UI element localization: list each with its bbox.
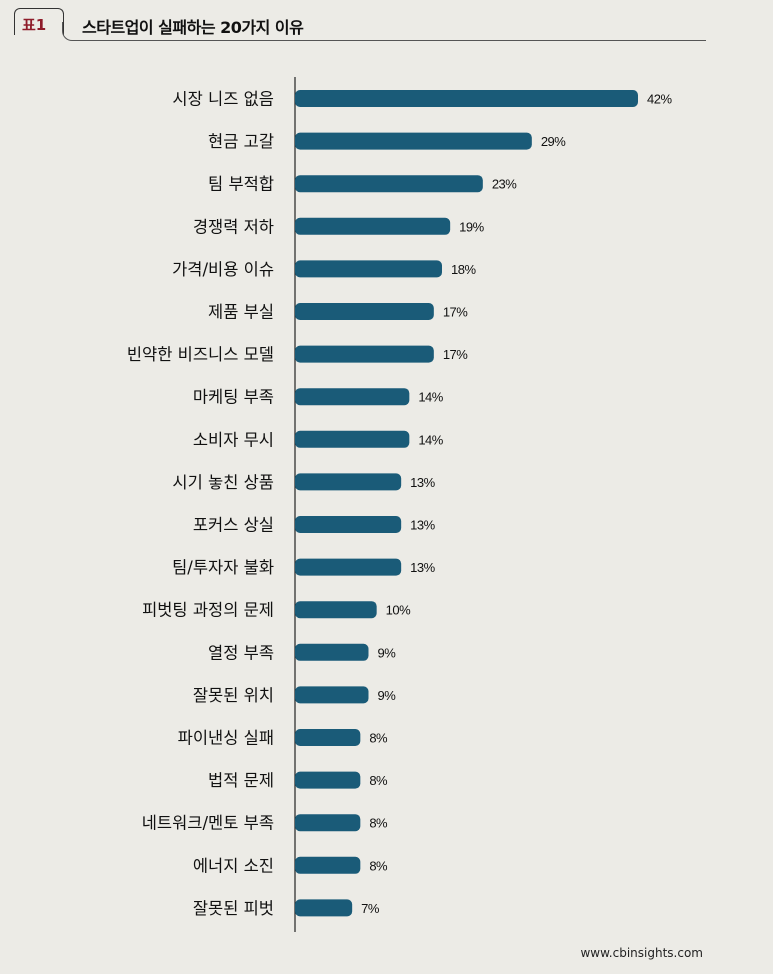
value-label: 7% bbox=[361, 901, 380, 916]
bar bbox=[295, 430, 410, 448]
category-label: 팀 부적합 bbox=[208, 175, 274, 194]
value-label: 23% bbox=[492, 177, 517, 192]
value-label: 13% bbox=[410, 475, 435, 490]
category-label: 잘못된 피벗 bbox=[193, 899, 274, 918]
value-label: 9% bbox=[378, 688, 397, 703]
bar bbox=[295, 132, 532, 150]
value-label: 42% bbox=[647, 92, 672, 107]
bar bbox=[295, 601, 377, 619]
value-label: 8% bbox=[369, 773, 388, 788]
bar bbox=[295, 643, 369, 661]
category-label: 제품 부실 bbox=[208, 303, 274, 322]
value-label: 14% bbox=[418, 390, 443, 405]
bar bbox=[295, 345, 434, 363]
category-label: 열정 부족 bbox=[208, 643, 274, 662]
bar bbox=[295, 90, 638, 107]
bar bbox=[295, 473, 402, 491]
bar bbox=[295, 175, 483, 193]
value-label: 13% bbox=[410, 560, 435, 575]
value-label: 14% bbox=[418, 432, 443, 447]
category-label: 파이낸싱 실패 bbox=[178, 729, 274, 748]
bar bbox=[295, 686, 369, 704]
tab-connector bbox=[62, 22, 75, 41]
category-label: 현금 고갈 bbox=[208, 132, 274, 151]
category-label: 에너지 소진 bbox=[193, 856, 274, 875]
bar bbox=[295, 856, 361, 874]
value-label: 17% bbox=[443, 347, 468, 362]
value-label: 8% bbox=[369, 858, 388, 873]
bar bbox=[295, 771, 361, 789]
chart-header: 표1 스타트업이 실패하는 20가지 이유 bbox=[0, 0, 773, 48]
bar bbox=[295, 303, 434, 320]
bar-chart: 시장 니즈 없음 42% 현금 고갈 29% 팀 부적합 23% 경쟁력 저하 19% 가격/비… bbox=[127, 77, 673, 932]
source-credit: www.cbinsights.com bbox=[580, 946, 703, 960]
figure-tag: 표1 bbox=[22, 16, 47, 34]
value-label: 10% bbox=[386, 603, 411, 618]
category-label: 소비자 무시 bbox=[193, 430, 274, 449]
category-label: 팀/투자자 불화 bbox=[172, 558, 274, 577]
bar bbox=[295, 729, 361, 746]
category-label: 피벗팅 과정의 문제 bbox=[142, 601, 274, 620]
category-label: 잘못된 위치 bbox=[193, 686, 274, 705]
bar bbox=[295, 558, 402, 576]
bar bbox=[295, 814, 361, 832]
category-label: 네트워크/멘토 부족 bbox=[142, 814, 274, 833]
category-label: 포커스 상실 bbox=[193, 516, 274, 535]
value-label: 8% bbox=[369, 731, 388, 746]
category-label: 경쟁력 저하 bbox=[193, 217, 274, 236]
category-label: 마케팅 부족 bbox=[193, 388, 274, 407]
bar bbox=[295, 899, 353, 917]
value-label: 29% bbox=[541, 134, 566, 149]
category-label: 법적 문제 bbox=[208, 771, 274, 790]
category-label: 시장 니즈 없음 bbox=[172, 90, 274, 109]
value-label: 18% bbox=[451, 262, 476, 277]
value-label: 8% bbox=[369, 816, 388, 831]
bar bbox=[295, 217, 451, 235]
value-label: 17% bbox=[443, 305, 468, 320]
category-label: 빈약한 비즈니스 모델 bbox=[127, 345, 274, 364]
category-label: 시기 놓친 상품 bbox=[172, 473, 274, 492]
bar bbox=[295, 388, 410, 406]
value-label: 19% bbox=[459, 219, 484, 234]
header-divider bbox=[74, 40, 706, 41]
figure-tab bbox=[14, 8, 64, 35]
category-label: 가격/비용 이슈 bbox=[172, 260, 274, 279]
chart-title: 스타트업이 실패하는 20가지 이유 bbox=[82, 18, 304, 37]
value-label: 9% bbox=[378, 645, 397, 660]
value-label: 13% bbox=[410, 518, 435, 533]
bar bbox=[295, 260, 442, 278]
bar bbox=[295, 516, 402, 533]
